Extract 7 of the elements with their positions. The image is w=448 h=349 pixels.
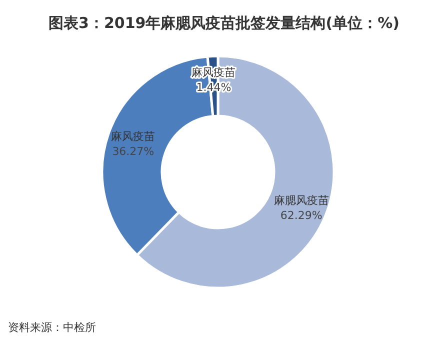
slice-label: 麻腮风疫苗 <box>274 194 329 207</box>
text: 资料来源：中检所 <box>8 321 96 334</box>
slice-label: 麻风疫苗 <box>111 130 156 143</box>
data-label: 36.27% <box>112 144 154 158</box>
data-label: 1.44% <box>196 81 232 94</box>
chart-title: 图表3：2019年麻腮风疫苗批签发量结构(单位：%) <box>48 14 400 32</box>
data-label: 62.29% <box>280 208 322 222</box>
